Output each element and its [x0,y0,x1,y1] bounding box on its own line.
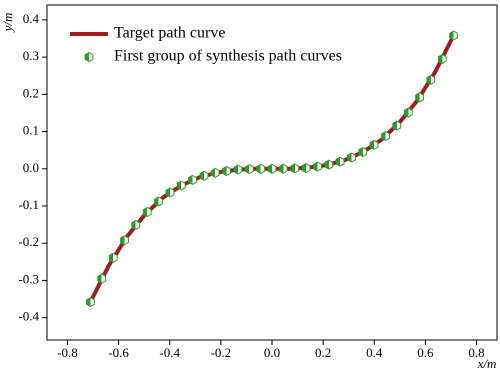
legend-label: Target path curve [114,25,225,42]
synthesis-marker [154,196,163,207]
synthesis-marker [267,163,277,174]
x-tick-label: 0.8 [468,345,484,360]
synthesis-marker [108,252,118,263]
x-tick-label: -0.6 [108,345,129,360]
synthesis-marker [437,53,447,65]
synthesis-marker [335,156,345,167]
y-tick-label: 0.2 [23,85,39,100]
synthesis-marker [199,170,209,181]
y-tick-label: 0.4 [23,11,40,26]
x-tick-label: -0.4 [159,345,180,360]
x-tick-label: -0.2 [211,345,232,360]
x-axis-label: x/m [477,356,497,371]
x-tick-label: 0.4 [366,345,383,360]
synthesis-marker [358,146,368,158]
x-tick-label: 0.0 [264,345,280,360]
synthesis-marker [188,174,197,186]
legend-swatch [84,51,94,63]
synthesis-marker [176,180,186,191]
synthesis-marker [369,139,379,151]
synthesis-marker [313,161,322,172]
synthesis-marker [324,159,334,170]
synthesis-marker [233,164,243,175]
y-tick-label: -0.1 [18,197,39,212]
synthesis-marker [165,187,175,198]
y-axis-label: y/m [0,13,15,34]
y-tick-label: 0.1 [23,123,39,138]
synthesis-marker [381,130,390,142]
synthesis-marker [86,296,95,308]
synthesis-marker [415,92,424,103]
synthesis-marker [142,206,152,218]
synthesis-marker [210,167,220,178]
x-tick-label: -0.8 [57,345,78,360]
y-tick-label: -0.4 [18,309,39,324]
synthesis-marker [131,219,141,231]
synthesis-marker [426,74,436,85]
synthesis-marker [347,152,356,163]
synthesis-marker [97,273,107,284]
synthesis-marker [290,163,300,174]
synthesis-marker [403,107,413,118]
synthesis-marker [120,235,129,246]
y-tick-label: -0.3 [18,271,39,286]
x-tick-label: 0.2 [315,345,331,360]
synthesis-marker [256,163,266,174]
x-tick-label: 0.6 [417,345,434,360]
legend-label: First group of synthesis path curves [114,48,342,65]
synthesis-marker [449,30,458,41]
synthesis-marker [301,162,311,174]
y-tick-label: 0.0 [23,160,39,175]
y-tick-label: -0.2 [18,234,39,249]
synthesis-marker [222,165,231,177]
synthesis-marker [392,120,402,131]
y-tick-label: 0.3 [23,48,39,63]
synthesis-marker [244,164,254,175]
synthesis-marker [278,163,288,174]
